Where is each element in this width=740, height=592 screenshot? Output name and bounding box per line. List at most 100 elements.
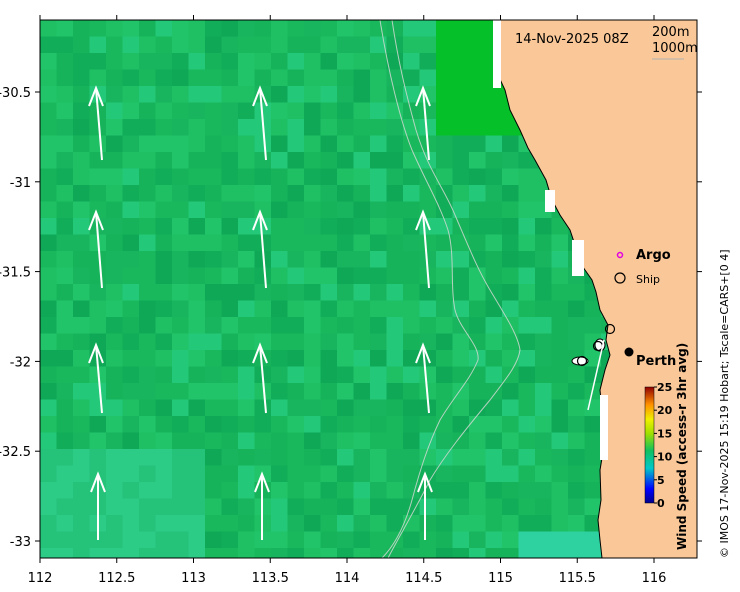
wind-speed-cell [386,234,404,252]
wind-speed-cell [287,498,305,516]
wind-speed-cell [535,432,553,450]
wind-speed-cell [221,152,239,170]
wind-speed-cell [238,366,256,384]
wind-speed-cell [221,548,239,558]
wind-speed-cell [106,531,124,549]
wind-speed-cell [353,449,371,467]
wind-speed-cell [502,300,520,318]
wind-speed-cell [221,36,239,54]
wind-speed-cell [320,383,338,401]
wind-speed-cell [205,548,223,558]
wind-speed-cell [551,498,569,516]
wind-speed-cell [155,152,173,170]
wind-arrow [252,85,268,161]
wind-speed-cell [106,36,124,54]
wind-speed-cell [188,234,206,252]
wind-speed-cell [353,531,371,549]
wind-speed-cell [386,152,404,170]
wind-speed-cell [40,482,58,500]
wind-speed-cell [172,119,190,137]
wind-speed-cell [436,218,454,236]
wind-speed-cell [337,102,355,120]
wind-speed-cell [221,399,239,417]
wind-speed-cell [584,531,602,549]
wind-speed-cell [386,498,404,516]
wind-speed-cell [40,317,58,335]
wind-speed-cell [73,284,91,302]
wind-speed-cell [386,531,404,549]
wind-speed-cell [568,416,586,434]
wind-speed-cell [436,86,454,104]
wind-speed-cell [40,69,58,87]
wind-speed-cell [485,366,503,384]
wind-speed-cell [221,317,239,335]
wind-speed-cell [551,251,569,269]
wind-speed-cell [205,119,223,137]
wind-speed-cell [73,366,91,384]
wind-speed-cell [139,234,157,252]
wind-speed-cell [73,251,91,269]
wind-speed-cell [502,515,520,533]
wind-speed-cell [205,482,223,500]
wind-speed-cell [353,366,371,384]
wind-speed-cell [287,53,305,71]
wind-speed-cell [254,152,272,170]
wind-speed-cell [386,548,404,558]
wind-speed-cell [89,267,107,285]
wind-speed-cell [320,102,338,120]
wind-speed-cell [172,251,190,269]
wind-speed-cell [56,333,74,351]
wind-speed-cell [89,251,107,269]
wind-speed-cell [403,515,421,533]
wind-speed-cell [353,267,371,285]
wind-speed-cell [89,432,107,450]
wind-arrow [417,471,433,540]
wind-speed-cell [238,548,256,558]
wind-speed-cell [172,135,190,153]
wind-speed-cell [370,531,388,549]
wind-speed-cell [73,300,91,318]
wind-speed-cell [205,168,223,186]
wind-speed-cell [139,251,157,269]
wind-speed-cell [304,300,322,318]
wind-speed-cell [370,449,388,467]
y-tick-label: -31 [10,176,31,191]
wind-speed-cell [254,69,272,87]
wind-speed-cell [353,284,371,302]
wind-arrow [254,471,270,540]
wind-speed-cell [271,432,289,450]
wind-speed-cell [73,432,91,450]
x-tick-label: 115 [488,571,513,586]
wind-speed-cell [139,333,157,351]
wind-speed-cell [419,284,437,302]
wind-speed-cell [155,119,173,137]
wind-speed-cell [320,366,338,384]
wind-speed-cell [436,350,454,368]
wind-speed-cell [469,20,487,38]
wind-speed-cell [254,333,272,351]
wind-speed-cell [89,416,107,434]
wind-speed-cell [403,498,421,516]
wind-speed-cell [551,449,569,467]
wind-speed-cell [518,234,536,252]
wind-speed-cell [56,102,74,120]
wind-speed-cell [419,416,437,434]
wind-speed-cell [122,531,140,549]
wind-speed-cell [485,284,503,302]
wind-speed-cell [40,531,58,549]
wind-speed-cell [122,465,140,483]
wind-speed-cell [469,432,487,450]
wind-speed-cell [122,267,140,285]
wind-speed-cell [452,432,470,450]
wind-speed-cell [485,168,503,186]
wind-speed-cell [271,53,289,71]
wind-speed-cell [89,300,107,318]
wind-speed-cell [353,432,371,450]
wind-speed-cell [403,284,421,302]
wind-arrows [88,85,433,540]
wind-speed-cell [155,300,173,318]
wind-speed-cell [238,185,256,203]
wind-speed-cell [337,333,355,351]
wind-speed-cell [386,449,404,467]
wind-speed-cell [419,548,437,558]
